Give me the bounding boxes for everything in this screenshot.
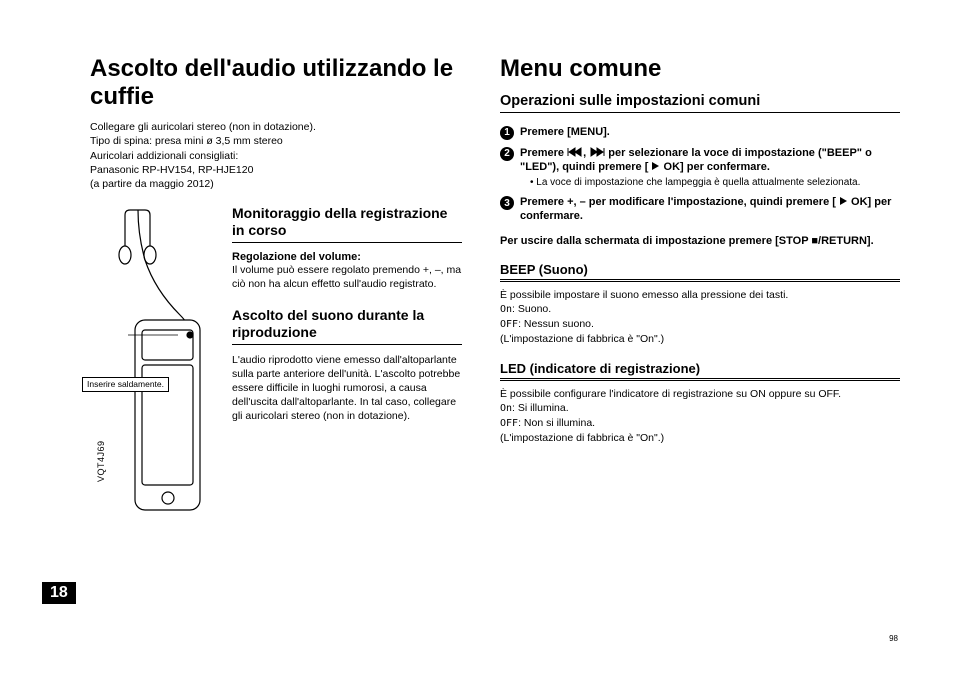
- left-text-area: Monitoraggio della registrazione in cors…: [232, 205, 462, 540]
- play-icon: [651, 161, 660, 171]
- prev-track-icon: [567, 147, 583, 157]
- heading-playback: Ascolto del suono durante la riproduzion…: [232, 307, 462, 345]
- device-illustration: Inserire saldamente.: [90, 205, 220, 540]
- left-column: Ascolto dell'audio utilizzando le cuffie…: [90, 55, 470, 540]
- step-1-text: Premere [MENU].: [520, 125, 900, 140]
- intro-line: Tipo di spina: presa mini ø 3,5 mm stere…: [90, 135, 283, 147]
- volume-body: Il volume può essere regolato premendo +…: [232, 263, 462, 291]
- document-code: VQT4J69: [96, 440, 106, 482]
- heading-beep: BEEP (Suono): [500, 262, 900, 280]
- step-badge-2: 2: [500, 147, 514, 161]
- intro-text: Collegare gli auricolari stereo (non in …: [90, 120, 470, 191]
- heading-led: LED (indicatore di registrazione): [500, 361, 900, 379]
- step-3: 3 Premere +, – per modificare l'impostaz…: [500, 195, 900, 224]
- step-2-note: • La voce di impostazione che lampeggia …: [530, 176, 900, 189]
- led-on: On: Si illumina.: [500, 401, 900, 416]
- beep-default: (L'impostazione di fabbrica è "On".): [500, 332, 900, 347]
- step-badge-1: 1: [500, 126, 514, 140]
- step-2: 2 Premere , per selezionare la voce di i…: [500, 146, 900, 190]
- step-2-text: Premere , per selezionare la voce di imp…: [520, 146, 900, 190]
- beep-on: On: Suono.: [500, 302, 900, 317]
- small-page-number: 98: [889, 634, 898, 643]
- step-badge-3: 3: [500, 196, 514, 210]
- volume-label: Regolazione del volume:: [232, 251, 462, 263]
- led-default: (L'impostazione di fabbrica è "On".): [500, 431, 900, 446]
- intro-line: Auricolari addizionali consigliati:: [90, 150, 238, 162]
- right-column: Menu comune Operazioni sulle impostazion…: [500, 55, 900, 540]
- step-1: 1 Premere [MENU].: [500, 125, 900, 140]
- right-subhead: Operazioni sulle impostazioni comuni: [500, 93, 900, 113]
- left-title: Ascolto dell'audio utilizzando le cuffie: [90, 55, 470, 110]
- callout-insert: Inserire saldamente.: [82, 377, 169, 392]
- beep-intro: È possibile impostare il suono emesso al…: [500, 288, 900, 302]
- exit-instruction: Per uscire dalla schermata di impostazio…: [500, 234, 900, 248]
- intro-line: (a partire da maggio 2012): [90, 178, 214, 190]
- page-number-badge: 18: [42, 582, 76, 604]
- beep-off: OFF: Nessun suono.: [500, 317, 900, 332]
- led-off: OFF: Non si illumina.: [500, 416, 900, 431]
- step-3-text: Premere +, – per modificare l'impostazio…: [520, 195, 900, 224]
- play-icon: [839, 196, 848, 206]
- playback-body: L'audio riprodotto viene emesso dall'alt…: [232, 353, 462, 424]
- intro-line: Collegare gli auricolari stereo (non in …: [90, 121, 316, 133]
- intro-line: Panasonic RP-HV154, RP-HJE120: [90, 164, 253, 176]
- right-title: Menu comune: [500, 55, 900, 83]
- led-intro: È possibile configurare l'indicatore di …: [500, 387, 900, 401]
- heading-monitoring: Monitoraggio della registrazione in cors…: [232, 205, 462, 243]
- next-track-icon: [589, 147, 605, 157]
